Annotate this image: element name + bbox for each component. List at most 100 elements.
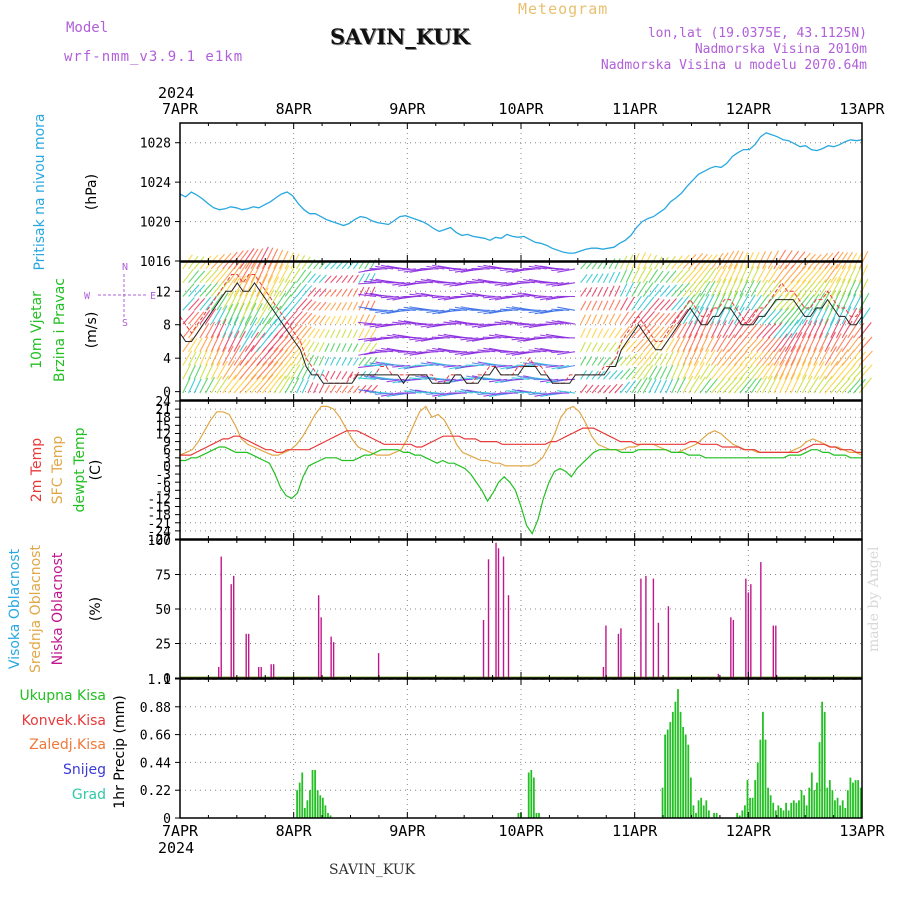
temp-line-2 <box>180 446 862 535</box>
wind-arrow <box>654 312 665 325</box>
precip-bar <box>828 780 831 818</box>
wind-arrow <box>239 315 252 339</box>
wind-arrow <box>835 320 847 339</box>
wind-arrow <box>380 336 399 339</box>
wind-arrow <box>341 343 347 352</box>
wind-arrow <box>284 363 296 380</box>
precip-bar <box>821 701 823 818</box>
wind-arrow <box>210 280 225 297</box>
wind-arrow <box>250 248 264 270</box>
wind-arrow <box>290 282 302 297</box>
wind-arrow <box>637 337 651 353</box>
wind-arrow <box>363 337 382 342</box>
wind-arrow <box>534 392 553 397</box>
wind-arrow <box>414 323 433 326</box>
wind-arrow <box>335 302 342 311</box>
precip-bar <box>661 787 664 818</box>
precip-bar <box>831 790 834 818</box>
wind-arrow <box>807 306 819 325</box>
wind-arrow <box>688 332 699 352</box>
wind-arrow <box>313 328 320 339</box>
precip-bar <box>298 782 301 818</box>
wind-arrow <box>358 384 367 394</box>
wind-arrow <box>614 313 622 325</box>
wind-arrow <box>267 334 284 353</box>
wind-arrow <box>580 341 586 352</box>
precip-bar <box>324 805 327 818</box>
wind-arrow <box>193 270 206 284</box>
wind-arrow <box>614 258 621 270</box>
wind-arrow <box>483 336 502 339</box>
wind-arrow <box>437 378 456 383</box>
wind-arrow <box>625 339 638 353</box>
wind-arrow <box>705 321 715 339</box>
wind-arrow <box>318 355 325 366</box>
wind-arrow <box>415 337 434 342</box>
precip-bar <box>782 810 785 818</box>
wind-arrow <box>745 378 757 394</box>
wind-arrow <box>773 333 788 353</box>
x-label-top: 11APR <box>612 100 658 118</box>
y-tick-label: 75 <box>155 569 171 584</box>
wind-arrow <box>858 307 871 325</box>
wind-arrow <box>784 345 797 366</box>
ylabel-cloud-high: Visoka Oblacnost <box>7 548 23 669</box>
wind-arrow <box>375 265 394 270</box>
wind-arrow <box>443 349 462 353</box>
wind-arrow <box>448 351 468 353</box>
wind-arrow <box>432 392 451 397</box>
wind-arrow <box>273 292 286 311</box>
wind-arrow <box>722 348 737 366</box>
ylabel-temp-sfc: SFC Temp <box>50 436 66 505</box>
compass-e: E <box>150 291 156 302</box>
wind-arrow <box>585 314 592 325</box>
wind-arrow <box>631 378 642 394</box>
precip-bar <box>674 701 677 818</box>
wind-arrow <box>437 334 456 339</box>
wind-arrow <box>477 349 496 353</box>
wind-arrow <box>654 366 663 380</box>
wind-arrow <box>216 375 230 394</box>
wind-arrow <box>307 354 315 366</box>
wind-arrow <box>625 296 635 311</box>
wind-arrow <box>488 378 507 383</box>
wind-arrow <box>261 318 278 339</box>
y-tick-label: 4 <box>163 352 171 367</box>
wind-arrow <box>522 391 541 394</box>
wind-arrow <box>847 293 857 311</box>
wind-arrow <box>403 336 422 339</box>
wind-arrow <box>296 365 305 380</box>
wind-arrow <box>693 376 706 394</box>
wind-arrow <box>210 293 223 311</box>
x-label-bottom: 11APR <box>612 822 658 840</box>
grid-layer <box>180 123 862 818</box>
wind-arrow <box>852 265 862 283</box>
wind-arrow <box>534 295 553 299</box>
ylabel-precip-unit: 1hr Precip (mm) <box>112 695 128 808</box>
wind-arrow <box>620 368 631 380</box>
wind-arrow <box>363 323 382 326</box>
wind-arrow <box>352 288 359 297</box>
wind-arrow <box>528 265 547 270</box>
wind-arrow <box>279 322 294 339</box>
y-tick-label: 6 <box>163 444 171 459</box>
wind-arrow <box>307 382 314 394</box>
wind-arrow <box>477 309 496 314</box>
wind-arrow <box>239 374 257 394</box>
wind-arrow <box>762 349 775 366</box>
wind-arrow <box>676 308 689 325</box>
y-tick-label: 21 <box>155 403 171 418</box>
wind-arrow <box>733 264 744 283</box>
precip-bar <box>692 805 695 818</box>
wind-arrow <box>733 350 748 366</box>
wind-arrow <box>471 323 490 328</box>
wind-arrow <box>403 351 422 355</box>
wind-arrow <box>733 336 747 353</box>
wind-arrow <box>392 364 411 368</box>
y-tick-label: 9 <box>163 436 171 451</box>
pressure-panel <box>179 132 863 254</box>
wind-arrow <box>756 250 766 270</box>
wind-arrow <box>585 273 593 284</box>
wind-arrow <box>437 295 456 301</box>
wind-arrow <box>267 290 281 311</box>
